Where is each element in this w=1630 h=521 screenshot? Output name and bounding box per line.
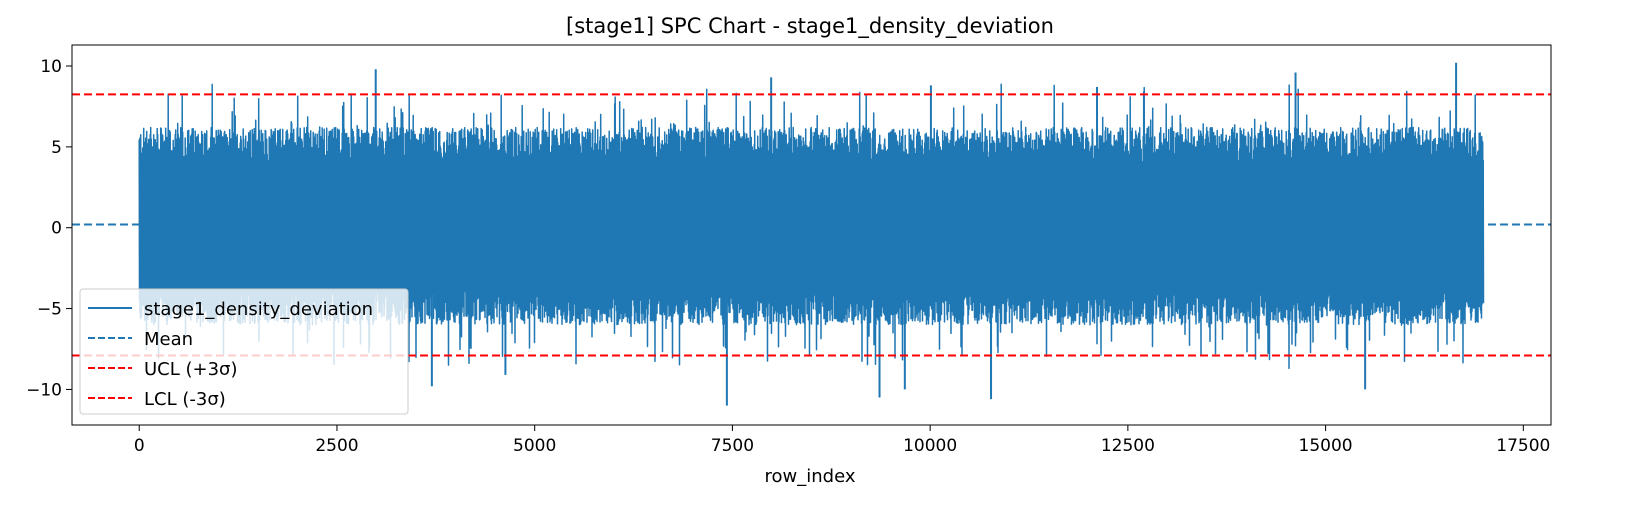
x-tick-label: 15000	[1299, 436, 1353, 456]
chart-title: [stage1] SPC Chart - stage1_density_devi…	[566, 14, 1054, 39]
x-axis-label: row_index	[765, 466, 856, 487]
y-tick-label: 5	[51, 138, 62, 158]
x-axis: 0 2500 5000 7500 10000 12500 15000 17500	[134, 425, 1550, 456]
y-tick-label: −5	[37, 300, 62, 320]
x-tick-label: 7500	[711, 436, 754, 456]
legend: stage1_density_deviation Mean UCL (+3σ) …	[79, 288, 409, 415]
y-tick-label: 10	[40, 57, 62, 77]
series-layer	[138, 62, 1485, 406]
legend-label-lcl: LCL (-3σ)	[144, 389, 226, 410]
x-tick-label: 12500	[1101, 436, 1155, 456]
x-tick-label: 5000	[513, 436, 556, 456]
legend-label-series: stage1_density_deviation	[144, 299, 373, 320]
y-tick-label: 0	[51, 219, 62, 239]
plot-area	[71, 44, 1552, 426]
x-tick-label: 0	[134, 436, 145, 456]
x-tick-label: 17500	[1496, 436, 1550, 456]
y-tick-label: −10	[26, 380, 62, 400]
legend-box	[79, 288, 409, 415]
legend-label-mean: Mean	[144, 329, 193, 350]
legend-label-ucl: UCL (+3σ)	[144, 359, 237, 380]
x-tick-label: 10000	[903, 436, 957, 456]
series-core-band	[139, 163, 1484, 290]
y-axis: 10 5 0 −5 −10	[26, 57, 72, 400]
x-tick-label: 2500	[315, 436, 358, 456]
plot-frame	[71, 44, 1552, 426]
